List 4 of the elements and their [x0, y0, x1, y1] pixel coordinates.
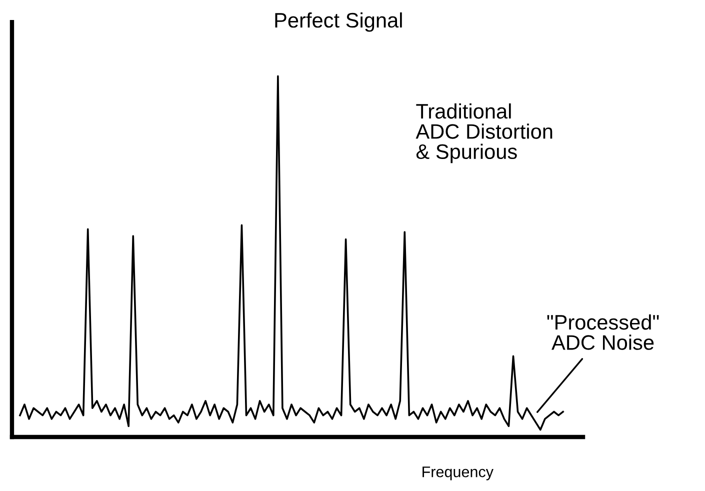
x-axis-title: Frequency: [422, 466, 494, 480]
annotation: "Processed" ADC Noise: [547, 314, 659, 350]
text: Perfect Signal: [275, 12, 402, 32]
annotation: Traditional ADC Distortion & Spurious: [416, 103, 552, 164]
